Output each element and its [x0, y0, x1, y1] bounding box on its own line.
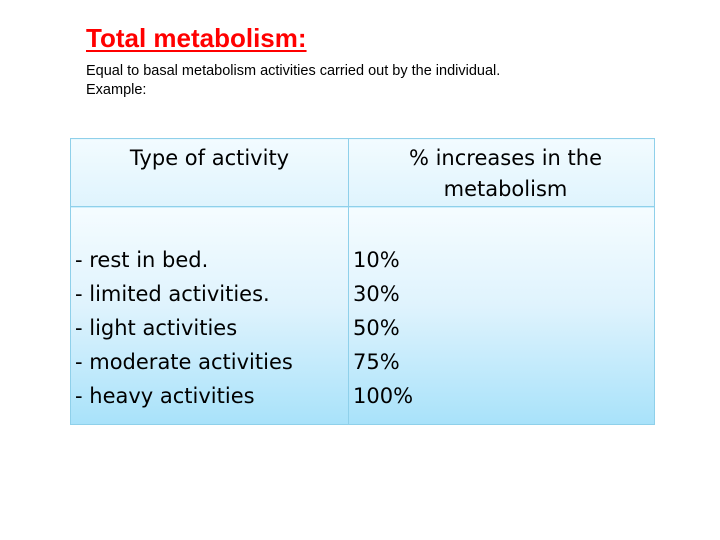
slide-subtitle: Equal to basal metabolism activities car… — [86, 62, 500, 100]
increase-value: 10% — [353, 248, 400, 272]
activity-metabolism-table: Type of activity % increases in the meta… — [70, 138, 655, 425]
header-percent-increase: % increases in the metabolism — [348, 138, 655, 207]
table-body-row: - rest in bed. - limited activities. - l… — [70, 206, 655, 425]
increase-value: 100% — [353, 384, 414, 408]
subtitle-line-example: Example: — [86, 82, 147, 98]
activity-list-cell: - rest in bed. - limited activities. - l… — [70, 206, 349, 425]
increase-list-cell: 10% 30% 50% 75% 100% — [348, 206, 655, 425]
subtitle-line-definition: Equal to basal metabolism activities car… — [86, 63, 501, 79]
activity-item: - heavy activities — [75, 384, 255, 408]
increase-value: 75% — [353, 350, 400, 374]
activity-item: - moderate activities — [75, 350, 293, 374]
header-type-of-activity: Type of activity — [70, 138, 349, 207]
increase-value: 50% — [353, 316, 400, 340]
activity-item: - limited activities. — [75, 282, 270, 306]
activity-item: - light activities — [75, 316, 238, 340]
table-header-row: Type of activity % increases in the meta… — [70, 138, 655, 207]
slide-title: Total metabolism: — [86, 23, 307, 53]
activity-item: - rest in bed. — [75, 248, 209, 272]
increase-value: 30% — [353, 282, 400, 306]
